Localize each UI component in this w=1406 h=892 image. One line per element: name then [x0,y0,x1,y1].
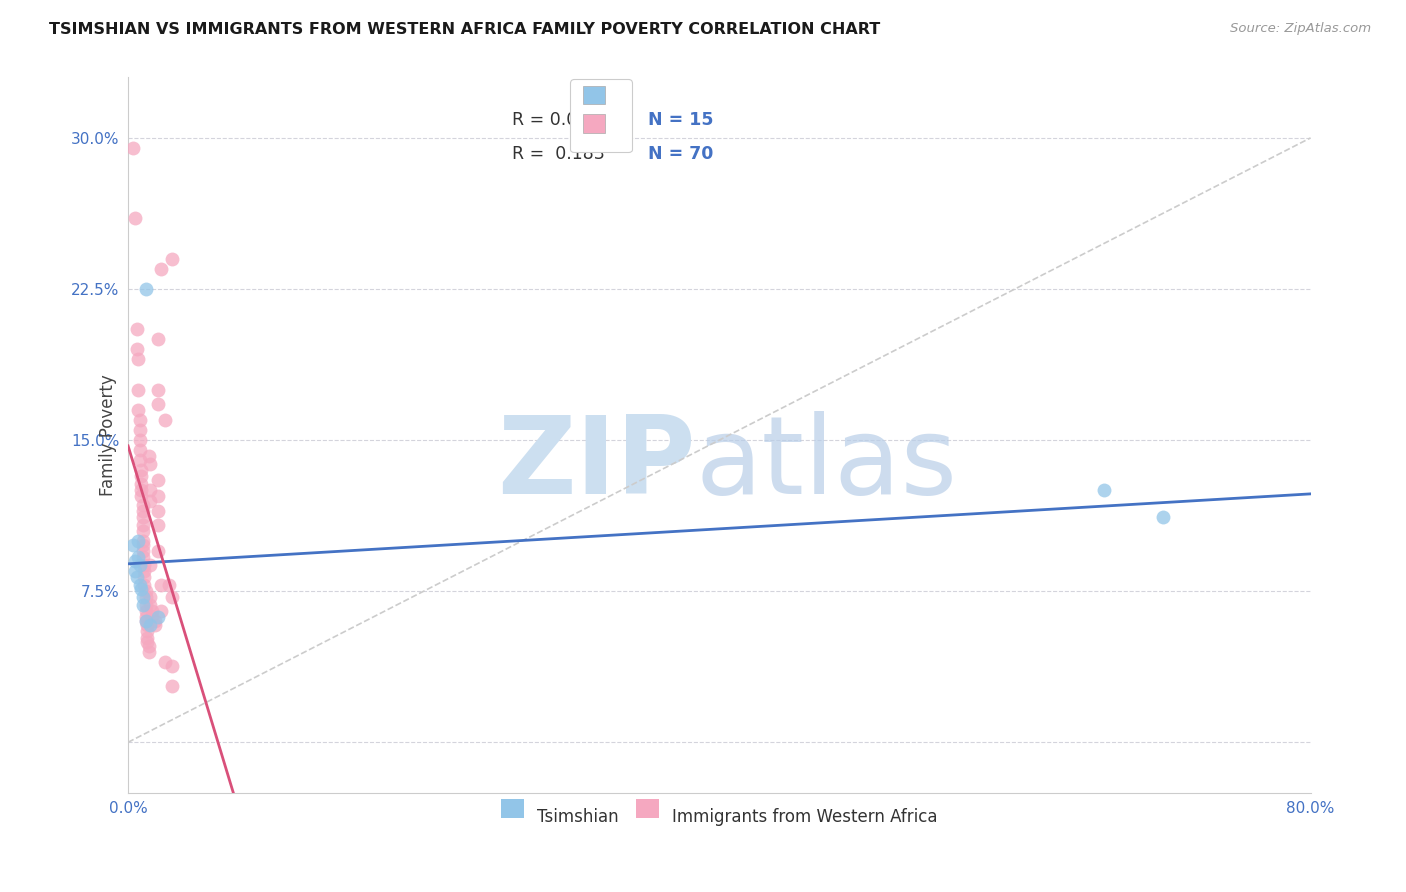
Point [146,517,169,532]
Point [125,570,148,584]
Point [149,604,172,618]
Point [135,604,157,618]
Point [146,490,169,504]
Point [129,413,152,427]
Point [125,343,148,357]
Point [136,631,159,645]
Point [132,509,155,524]
Point [149,261,172,276]
Point [139,483,162,498]
Point [135,615,157,629]
Point [136,634,159,648]
Point [132,544,155,558]
Point [131,582,153,597]
Point [132,517,155,532]
Text: Source: ZipAtlas.com: Source: ZipAtlas.com [1230,22,1371,36]
Point [1152,509,1174,524]
Point [162,679,184,693]
Point [132,599,155,613]
Point [139,618,162,632]
Point [159,578,181,592]
Point [146,397,169,411]
Y-axis label: Family Poverty: Family Poverty [98,374,117,496]
Point [134,578,156,592]
Point [139,493,162,508]
Point [162,658,184,673]
Point [153,413,176,427]
Text: TSIMSHIAN VS IMMIGRANTS FROM WESTERN AFRICA FAMILY POVERTY CORRELATION CHART: TSIMSHIAN VS IMMIGRANTS FROM WESTERN AFR… [49,22,880,37]
Point [139,457,162,471]
Point [146,332,169,346]
Point [129,558,152,572]
Point [127,352,149,367]
Point [131,469,153,483]
Point [139,558,162,572]
Point [132,591,155,605]
Text: N = 70: N = 70 [648,145,714,163]
Point [127,383,149,397]
Point [132,498,155,512]
Text: N = 15: N = 15 [648,112,714,129]
Point [131,490,153,504]
Point [132,549,155,564]
Point [135,615,157,629]
Point [124,211,146,226]
Point [135,584,157,599]
Point [146,544,169,558]
Text: R = 0.087: R = 0.087 [512,112,599,129]
Point [136,618,159,632]
Point [146,474,169,488]
Point [132,538,155,552]
Point [135,610,157,624]
Text: R =  0.183: R = 0.183 [512,145,605,163]
Point [139,591,162,605]
Point [127,402,149,417]
Legend: Tsimshian, Immigrants from Western Africa: Tsimshian, Immigrants from Western Afric… [492,798,946,834]
Point [129,443,152,458]
Point [129,578,152,592]
Point [132,533,155,548]
Point [134,564,156,578]
Point [124,564,146,578]
Point [146,503,169,517]
Point [132,503,155,517]
Point [129,453,152,467]
Point [121,538,143,552]
Point [132,524,155,538]
Text: ZIP: ZIP [498,410,696,516]
Point [136,624,159,639]
Point [135,282,157,296]
Point [129,433,152,447]
Point [162,252,184,266]
Point [139,599,162,613]
Point [134,570,156,584]
Point [141,604,163,618]
Point [135,599,157,613]
Point [138,449,160,463]
Point [149,578,172,592]
Point [138,645,160,659]
Point [143,615,166,629]
Point [131,483,153,498]
Point [146,383,169,397]
Point [135,591,157,605]
Point [153,655,176,669]
Point [131,463,153,477]
Point [129,423,152,437]
Point [138,639,160,653]
Text: atlas: atlas [696,410,957,516]
Point [143,618,166,632]
Point [146,610,169,624]
Point [141,610,163,624]
Point [125,322,148,336]
Point [127,533,149,548]
Point [131,477,153,491]
Point [1092,483,1115,498]
Point [127,549,149,564]
Point [162,591,184,605]
Point [121,141,143,155]
Point [134,558,156,572]
Point [124,554,146,568]
